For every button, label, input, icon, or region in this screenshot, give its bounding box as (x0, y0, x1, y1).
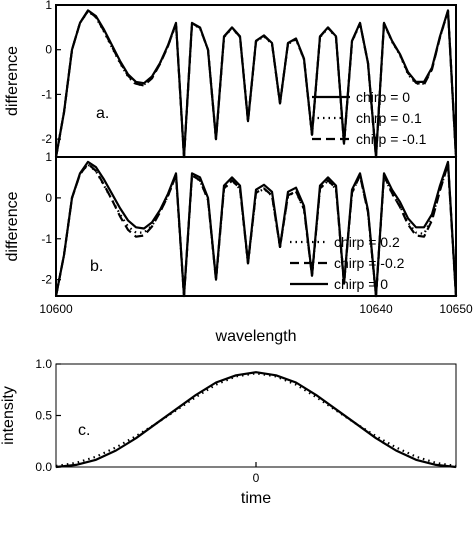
y-tick-label: 0.0 (35, 460, 52, 474)
legend-label: chirp = 0.2 (334, 234, 400, 250)
legend-label: chirp = 0 (356, 89, 410, 105)
series-line-0 (55, 371, 457, 469)
legend-label: chirp = -0.2 (334, 255, 405, 271)
x-tick-label: 10650 (439, 302, 473, 316)
series-line-2 (54, 9, 458, 159)
panel-label: b. (90, 258, 103, 275)
y-tick-label: -1 (41, 232, 52, 246)
y-tick-label: -2 (41, 273, 52, 287)
y-axis-label: intensity (0, 386, 17, 445)
x-axis-label: wavelength (215, 328, 297, 345)
x-tick-label: 0 (253, 471, 260, 485)
y-axis-label: difference (4, 46, 21, 116)
plot-frame (55, 156, 457, 297)
panel-b: 1 0 -1 -2 10600 10640 10650 difference wavelengt… (4, 150, 473, 345)
panel-c: 1.0 0.5 0.0 0 intensity time c. (0, 357, 457, 507)
y-tick-label: 1 (45, 150, 52, 164)
series-line-1 (55, 372, 457, 468)
x-tick-label: 10640 (359, 302, 393, 316)
y-axis-label: difference (4, 191, 21, 261)
y-tick-label: 1.0 (35, 357, 52, 371)
panel-label: c. (78, 422, 90, 439)
y-tick-label: 0 (45, 43, 52, 57)
series-line-2 (54, 160, 458, 298)
y-tick-label: -1 (41, 87, 52, 101)
y-tick-label: 0 (45, 191, 52, 205)
x-axis-label: time (241, 490, 271, 507)
panel-label: a. (96, 105, 109, 122)
y-tick-label: 1 (45, 0, 52, 12)
series-line-1 (54, 162, 458, 298)
y-tick-label: 0.5 (35, 409, 52, 423)
legend-label: chirp = -0.1 (356, 131, 427, 147)
y-tick-label: -2 (41, 132, 52, 146)
series-line-0 (54, 163, 458, 298)
legend-label: chirp = 0.1 (356, 110, 422, 126)
legend-label: chirp = 0 (334, 276, 388, 292)
panel-a: 1 0 -1 -2 difference a. chirp = 0 chirp = 0.1 ch… (4, 0, 458, 159)
x-tick-label: 10600 (39, 302, 73, 316)
